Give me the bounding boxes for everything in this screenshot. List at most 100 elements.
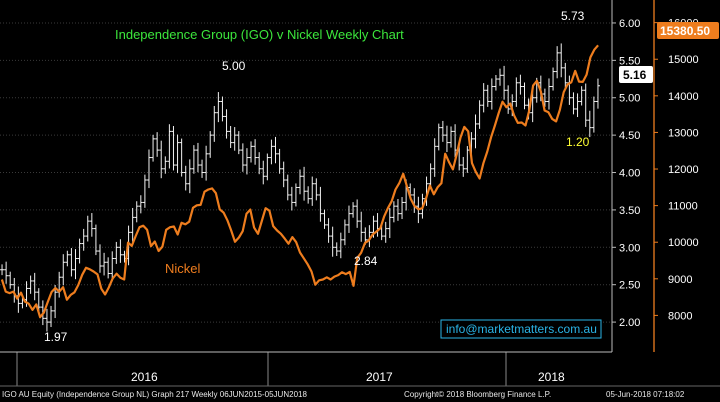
igo-bar — [346, 205, 351, 233]
igo-bar — [383, 221, 388, 243]
igo-bar — [571, 92, 576, 115]
igo-bar — [265, 153, 270, 181]
footer: IGO AU Equity (Independence Group NL) Gr… — [0, 387, 720, 402]
nickel-series-line — [0, 44, 599, 319]
right-tick-label: 10000 — [668, 237, 699, 249]
igo-bar — [98, 244, 102, 273]
igo-bar — [36, 288, 41, 312]
igo-bar — [236, 131, 241, 155]
right-tick-label: 9000 — [668, 274, 692, 286]
igo-bar — [498, 68, 502, 86]
left-tick-label: 3.00 — [619, 242, 640, 254]
igo-bar — [138, 195, 143, 214]
igo-bar — [310, 176, 315, 206]
igo-bar — [44, 308, 49, 332]
igo-bar — [436, 123, 441, 151]
annotation-high-2016: 5.00 — [222, 59, 246, 73]
right-tick-label: 11000 — [668, 201, 698, 213]
igo-bar — [171, 126, 176, 171]
igo-bar — [555, 46, 560, 79]
igo-bar — [28, 275, 33, 294]
igo-bar — [302, 166, 307, 201]
igo-series — [0, 43, 600, 332]
gridlines — [0, 22, 612, 323]
igo-last-value: 5.16 — [623, 68, 647, 82]
igo-bar — [240, 143, 245, 172]
nickel-last-value: 15380.50 — [660, 24, 710, 38]
igo-bar — [146, 149, 151, 189]
igo-bar — [224, 109, 229, 139]
igo-bar — [200, 159, 205, 178]
igo-bar — [485, 84, 490, 107]
igo-bar — [179, 138, 184, 177]
igo-bar — [281, 161, 286, 188]
igo-bar — [216, 92, 221, 123]
x-tick-label: 2017 — [366, 370, 393, 384]
left-tick-label: 5.50 — [619, 55, 640, 67]
igo-bar — [481, 83, 486, 113]
year-separators — [16, 352, 507, 386]
igo-bar — [163, 156, 168, 174]
igo-bar — [587, 110, 592, 138]
igo-bar — [506, 85, 511, 114]
igo-bar — [432, 138, 437, 177]
left-tick-label: 4.50 — [619, 130, 640, 142]
igo-bar — [395, 198, 400, 221]
igo-bar — [204, 145, 209, 181]
igo-bar — [391, 201, 396, 223]
igo-bar — [542, 88, 547, 107]
nickel-legend-label: Nickel — [165, 261, 201, 276]
igo-bar — [32, 272, 37, 301]
igo-bar — [228, 126, 233, 148]
right-tick-label: 8000 — [668, 310, 692, 322]
igo-bar — [118, 239, 123, 263]
igo-bar — [293, 183, 298, 207]
right-tick-label: 14000 — [668, 91, 699, 103]
igo-bar — [49, 305, 54, 328]
igo-bar — [134, 201, 139, 223]
igo-bar — [489, 78, 494, 110]
igo-bar — [183, 165, 188, 191]
igo-bar — [273, 136, 278, 164]
igo-bar — [106, 257, 111, 279]
annotation-high-2018: 5.73 — [561, 9, 585, 23]
igo-bar — [220, 96, 225, 122]
igo-bar — [330, 226, 335, 257]
igo-last-tag — [619, 66, 653, 83]
igo-bar — [502, 65, 507, 100]
igo-bar — [249, 141, 254, 163]
igo-bar — [551, 67, 556, 91]
igo-bar — [61, 254, 66, 286]
igo-bar — [546, 78, 551, 110]
x-tick-label: 2018 — [538, 370, 565, 384]
igo-bar — [277, 148, 282, 174]
igo-bar — [114, 241, 119, 264]
right-tick-label: 12000 — [668, 164, 699, 176]
igo-bar — [269, 139, 274, 165]
watermark-text: info@marketmatters.com.au — [446, 322, 597, 336]
igo-bar — [253, 139, 258, 165]
igo-bar — [514, 77, 519, 107]
left-tick-label: 2.00 — [619, 317, 640, 329]
left-axis-ticks: 6.00 5.50 5.00 4.50 4.00 3.50 3.00 2.50 2.00 — [612, 18, 640, 329]
igo-bar — [298, 169, 302, 195]
igo-bar — [187, 159, 192, 194]
footer-left: IGO AU Equity (Independence Group NL) Gr… — [2, 390, 307, 399]
igo-bar — [338, 232, 343, 259]
igo-bar — [518, 74, 523, 95]
igo-bar — [465, 146, 470, 173]
igo-bar — [579, 86, 584, 106]
igo-bar — [77, 238, 82, 264]
watermark-box — [440, 319, 602, 339]
igo-bar — [318, 186, 323, 222]
footer-right: 05-Jun-2018 07:18:02 — [606, 390, 685, 399]
left-tick-label: 5.00 — [619, 93, 640, 105]
footer-center: Copyright© 2018 Bloomberg Finance L.P. — [404, 390, 552, 399]
igo-bar — [65, 250, 70, 267]
annotation-pullback: 1.20 — [566, 135, 590, 149]
left-tick-label: 6.00 — [619, 18, 640, 30]
igo-bar — [322, 209, 327, 229]
right-tick-label: 15000 — [668, 54, 699, 66]
igo-bar — [257, 152, 262, 175]
igo-bar — [0, 264, 5, 276]
